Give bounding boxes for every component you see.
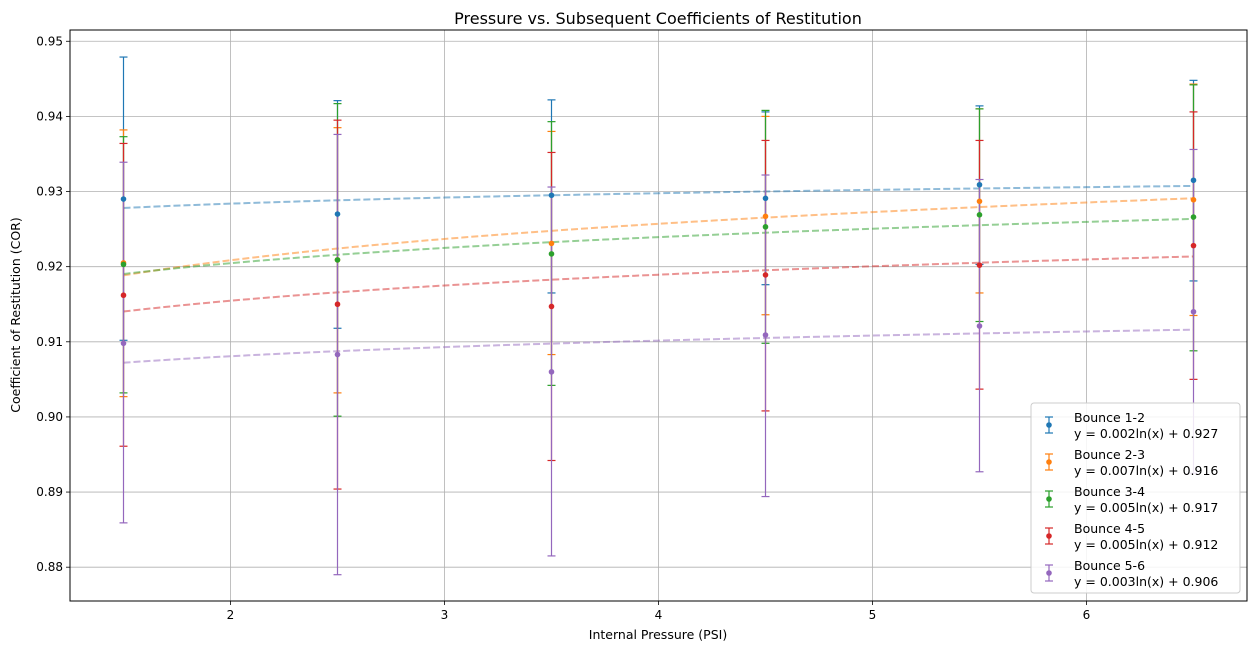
legend-item: Bounce 4-5y = 0.005ln(x) + 0.912 — [1045, 521, 1218, 552]
legend: Bounce 1-2y = 0.002ln(x) + 0.927 Bounce 2… — [1030, 402, 1241, 594]
fit-curve-2 — [123, 197, 1194, 277]
y-axis: 0.88 0.89 0.90 0.91 0.92 0.93 0.94 0.95 — [36, 34, 70, 574]
legend-fit-equation: y = 0.002ln(x) + 0.927 — [1074, 426, 1218, 441]
y-tick-label: 0.92 — [36, 260, 63, 274]
data-point — [334, 351, 341, 358]
data-point — [548, 240, 555, 247]
data-point — [120, 340, 127, 347]
y-axis-label: Coefficient of Restitution (COR) — [8, 217, 23, 412]
legend-fit-equation: y = 0.005ln(x) + 0.912 — [1074, 537, 1218, 552]
legend-item: Bounce 1-2y = 0.002ln(x) + 0.927 — [1045, 410, 1218, 441]
legend-item: Bounce 2-3y = 0.007ln(x) + 0.916 — [1045, 447, 1218, 478]
y-tick-label: 0.93 — [36, 185, 63, 199]
legend-series-name: Bounce 1-2 — [1074, 410, 1145, 425]
data-point — [334, 257, 341, 263]
x-tick-label: 4 — [655, 608, 663, 622]
fit-curve-4 — [123, 255, 1194, 313]
x-tick-label: 5 — [869, 608, 877, 622]
data-point — [976, 262, 983, 268]
data-point — [548, 251, 555, 257]
legend-series-name: Bounce 3-4 — [1074, 484, 1145, 499]
data-point — [1190, 196, 1197, 203]
legend-fit-equation: y = 0.007ln(x) + 0.916 — [1074, 463, 1218, 478]
data-point — [1190, 214, 1197, 220]
chart-title: Pressure vs. Subsequent Coefficients of … — [454, 9, 862, 28]
legend-series-name: Bounce 2-3 — [1074, 447, 1145, 462]
x-axis: 2 3 4 5 6 — [227, 601, 1091, 622]
legend-marker — [1046, 422, 1052, 428]
data-point — [334, 301, 341, 308]
data-point — [548, 369, 555, 375]
y-tick-label: 0.88 — [36, 560, 63, 574]
data-point — [120, 261, 127, 268]
x-axis-label: Internal Pressure (PSI) — [589, 627, 727, 642]
x-tick-label: 6 — [1083, 608, 1091, 622]
legend-item: Bounce 3-4y = 0.005ln(x) + 0.917 — [1045, 484, 1218, 515]
data-point — [762, 195, 769, 202]
legend-marker — [1046, 570, 1052, 576]
legend-marker — [1046, 533, 1052, 539]
data-point — [548, 303, 555, 310]
data-point — [976, 323, 983, 329]
data-point — [762, 224, 769, 230]
y-tick-label: 0.90 — [36, 410, 63, 424]
data-point — [1190, 308, 1197, 315]
y-tick-label: 0.91 — [36, 335, 63, 349]
x-tick-label: 3 — [441, 608, 449, 622]
data-point — [120, 292, 127, 299]
data-point — [976, 198, 983, 205]
data-point — [1190, 242, 1197, 249]
data-points — [120, 177, 1197, 375]
y-tick-label: 0.94 — [36, 109, 63, 123]
fit-curve-1 — [123, 184, 1194, 209]
fit-curves — [123, 184, 1194, 364]
data-point — [548, 192, 555, 199]
legend-box — [1030, 402, 1241, 594]
data-point — [762, 332, 769, 338]
fit-curve-5 — [123, 328, 1194, 364]
x-tick-label: 2 — [227, 608, 235, 622]
y-tick-label: 0.95 — [36, 34, 63, 48]
legend-marker — [1046, 496, 1052, 502]
data-point — [120, 196, 127, 202]
fit-curve-3 — [123, 217, 1194, 275]
legend-marker — [1046, 459, 1052, 465]
legend-fit-equation: y = 0.003ln(x) + 0.906 — [1074, 574, 1218, 589]
legend-series-name: Bounce 5-6 — [1074, 558, 1145, 573]
data-point — [762, 272, 769, 278]
legend-series-name: Bounce 4-5 — [1074, 521, 1145, 536]
data-point — [976, 212, 983, 218]
y-tick-label: 0.89 — [36, 485, 63, 499]
data-point — [1190, 177, 1197, 184]
data-point — [976, 181, 983, 188]
legend-fit-equation: y = 0.005ln(x) + 0.917 — [1074, 500, 1218, 515]
legend-item: Bounce 5-6y = 0.003ln(x) + 0.906 — [1045, 558, 1218, 589]
data-point — [334, 211, 341, 217]
data-point — [762, 213, 769, 220]
